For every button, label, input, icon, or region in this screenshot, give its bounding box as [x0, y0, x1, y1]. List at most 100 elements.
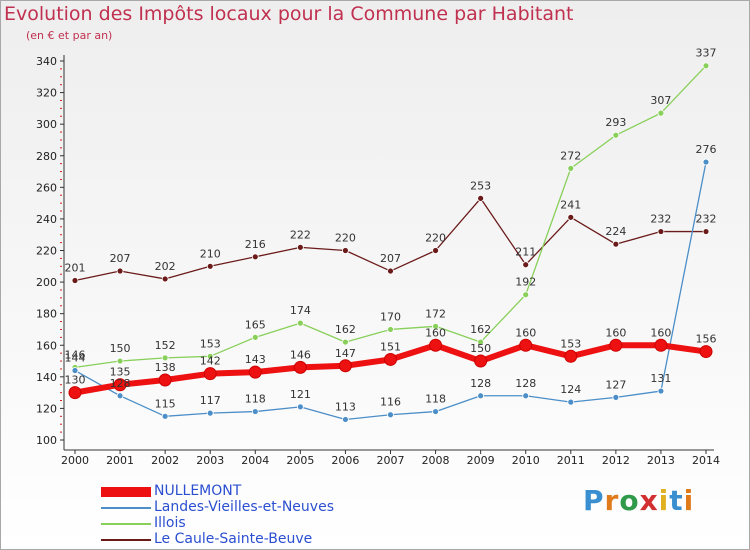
data-point — [116, 267, 124, 275]
data-point — [567, 398, 575, 406]
logo-letter: t — [669, 484, 684, 517]
y-tick-label: 300 — [36, 118, 57, 131]
data-point — [702, 158, 710, 166]
data-point — [342, 416, 349, 423]
data-point — [522, 291, 530, 299]
data-point — [293, 360, 307, 374]
x-tick-label: 2006 — [331, 454, 359, 467]
data-label: 144 — [65, 352, 86, 365]
data-label: 276 — [696, 143, 717, 156]
data-point — [248, 365, 262, 379]
data-label: 146 — [290, 348, 311, 361]
data-label: 127 — [605, 378, 626, 391]
data-label: 232 — [650, 213, 671, 226]
data-label: 124 — [560, 383, 581, 396]
x-tick-label: 2013 — [647, 454, 675, 467]
logo-letter: x — [639, 484, 659, 517]
data-point — [657, 109, 665, 117]
x-tick-label: 2010 — [512, 454, 540, 467]
x-tick-label: 2000 — [61, 454, 89, 467]
data-label: 113 — [335, 400, 356, 413]
data-label: 116 — [380, 396, 401, 409]
data-point — [702, 228, 710, 235]
data-label: 135 — [110, 366, 131, 379]
legend-item: NULLEMONT — [98, 483, 398, 500]
x-tick-label: 2003 — [196, 454, 224, 467]
data-label: 337 — [696, 47, 717, 60]
data-label: 118 — [425, 393, 446, 406]
data-label: 207 — [380, 252, 401, 265]
legend-swatch — [101, 507, 151, 509]
data-label: 143 — [245, 353, 266, 366]
data-point — [338, 359, 352, 373]
data-label: 160 — [425, 326, 446, 339]
data-point — [609, 338, 623, 352]
data-label: 118 — [245, 393, 266, 406]
data-point — [206, 262, 214, 270]
x-tick-label: 2012 — [602, 454, 630, 467]
data-point — [116, 392, 124, 400]
data-label: 160 — [515, 326, 536, 339]
data-point — [161, 275, 169, 283]
data-point — [474, 354, 488, 368]
logo-letter: r — [604, 484, 620, 517]
y-tick-label: 200 — [36, 276, 57, 289]
data-point — [71, 367, 79, 374]
data-label: 121 — [290, 388, 311, 401]
data-point — [657, 228, 665, 235]
data-point — [477, 392, 485, 400]
chart-legend: NULLEMONT Landes-Vieilles-et-Neuves Illois… — [98, 483, 398, 548]
legend-label: Illois — [154, 515, 186, 531]
data-point — [296, 319, 304, 327]
legend-item: Landes-Vieilles-et-Neuves — [98, 499, 398, 516]
data-point — [342, 247, 349, 254]
data-point — [206, 409, 214, 417]
x-tick-label: 2004 — [241, 454, 269, 467]
y-tick-label: 180 — [36, 308, 57, 321]
logo-letter: P — [583, 484, 605, 517]
data-point — [251, 333, 259, 341]
data-point — [477, 338, 485, 346]
legend-item: Illois — [98, 515, 398, 532]
legend-label: Landes-Vieilles-et-Neuves — [154, 499, 334, 515]
data-point — [657, 387, 665, 395]
data-point — [612, 240, 620, 248]
legend-item: Le Caule-Sainte-Beuve — [98, 531, 398, 548]
data-label: 138 — [155, 361, 176, 374]
data-label: 165 — [245, 318, 266, 331]
data-point — [654, 338, 668, 352]
data-point — [477, 194, 485, 202]
data-label: 224 — [605, 225, 626, 238]
y-tick-label: 320 — [36, 87, 57, 100]
data-label: 162 — [335, 323, 356, 336]
data-point — [251, 253, 259, 261]
y-tick-label: 280 — [36, 150, 57, 163]
data-label: 128 — [515, 377, 536, 390]
chart-title: Evolution des Impôts locaux pour la Comm… — [4, 3, 574, 25]
data-label: 142 — [200, 355, 221, 368]
data-point — [387, 411, 394, 419]
data-label: 174 — [290, 304, 311, 317]
data-point — [387, 326, 394, 333]
x-tick-label: 2005 — [286, 454, 314, 467]
data-label: 220 — [335, 232, 356, 245]
data-label: 131 — [650, 372, 671, 385]
proxiti-logo: Proxiti — [583, 484, 694, 517]
data-point — [564, 349, 578, 363]
data-label: 115 — [155, 397, 176, 410]
data-point — [206, 352, 214, 360]
data-point — [432, 247, 439, 254]
data-label: 152 — [155, 339, 176, 352]
data-label: 153 — [200, 337, 221, 350]
x-tick-label: 2011 — [557, 454, 585, 467]
data-label: 160 — [605, 326, 626, 339]
data-label: 232 — [696, 213, 717, 226]
data-label: 156 — [696, 333, 717, 346]
logo-letter: i — [683, 484, 695, 517]
data-label: 150 — [110, 342, 131, 355]
data-label: 128 — [110, 377, 131, 390]
y-tick-label: 260 — [36, 181, 57, 194]
data-point — [113, 378, 127, 392]
legend-label: NULLEMONT — [154, 483, 242, 499]
